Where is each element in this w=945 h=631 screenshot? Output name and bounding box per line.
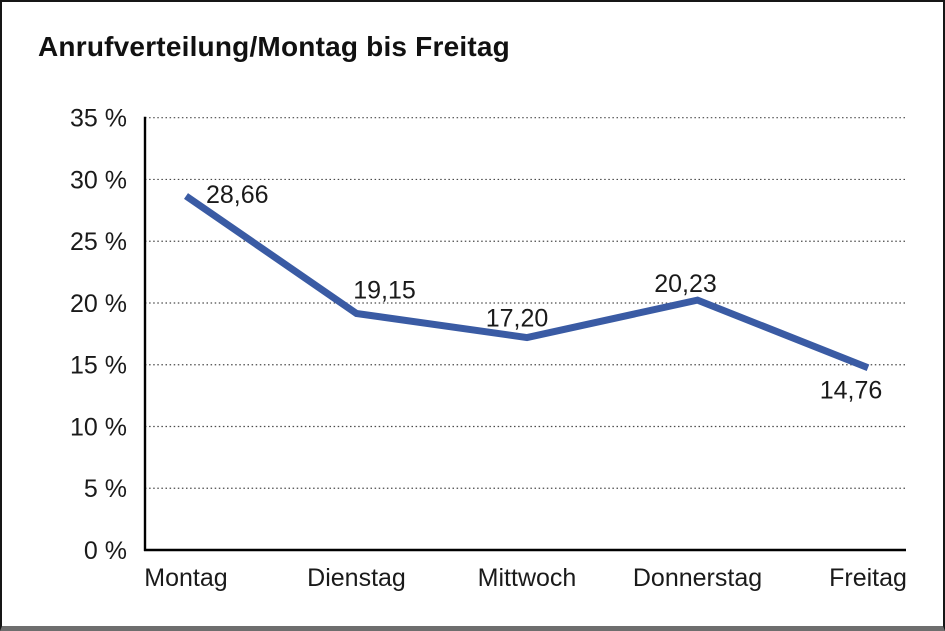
x-axis-label: Montag	[144, 564, 227, 592]
y-tick-label: 30 %	[70, 166, 127, 194]
x-axis-label: Dienstag	[307, 564, 406, 592]
data-label: 14,76	[820, 377, 883, 405]
y-tick-label: 20 %	[70, 290, 127, 318]
data-label: 28,66	[206, 181, 269, 209]
x-axis-label: Donnerstag	[633, 564, 762, 592]
y-tick-label: 25 %	[70, 228, 127, 256]
x-axis-label: Freitag	[829, 564, 907, 592]
data-line	[184, 193, 870, 371]
data-label: 17,20	[486, 305, 549, 333]
y-tick-label: 35 %	[70, 105, 127, 133]
x-axis-label: Mittwoch	[478, 564, 577, 592]
data-label: 20,23	[654, 270, 717, 298]
y-tick-label: 5 %	[84, 475, 127, 503]
chart-title: Anrufverteilung/Montag bis Freitag	[38, 31, 510, 62]
y-tick-label: 15 %	[70, 352, 127, 380]
data-label: 19,15	[353, 276, 416, 304]
y-tick-label: 10 %	[70, 413, 127, 441]
y-tick-label: 0 %	[84, 537, 127, 565]
